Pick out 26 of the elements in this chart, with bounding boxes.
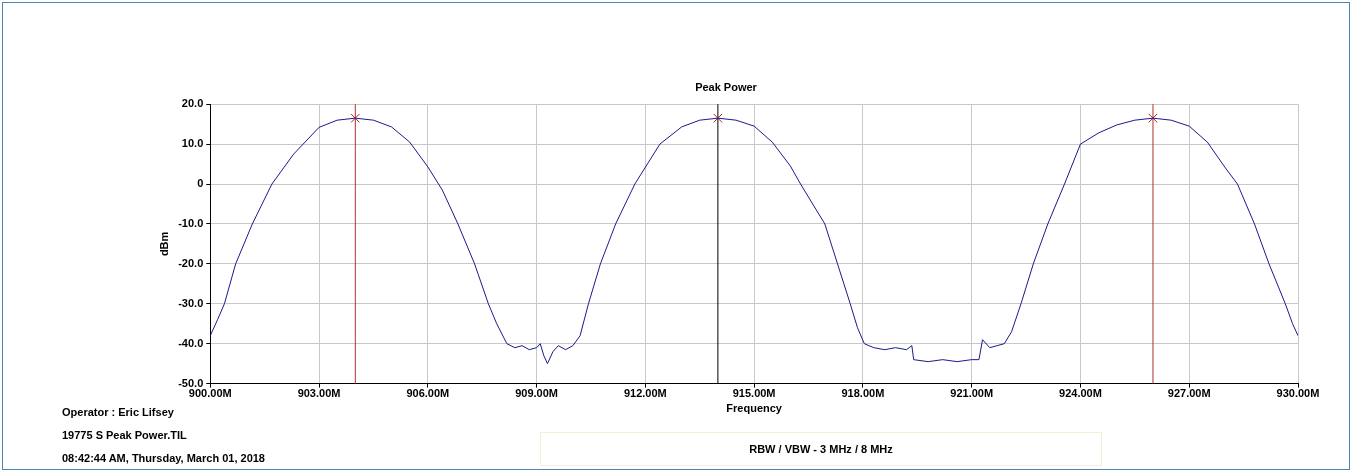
y-tick-label: -10.0 [178, 216, 204, 229]
y-tick-label: 0 [197, 177, 204, 190]
y-tick-label: 20.0 [181, 97, 204, 110]
y-tick-label: -30.0 [178, 296, 204, 309]
x-tick-label: 918.00M [841, 387, 885, 400]
x-tick-label: 903.00M [297, 387, 341, 400]
x-tick-label: 915.00M [732, 387, 776, 400]
text: 19775 S Peak Power.TIL [62, 429, 187, 441]
y-axis-title: dBm [157, 231, 170, 257]
x-tick-label: 900.00M [188, 387, 232, 400]
x-tick-label: 927.00M [1167, 387, 1211, 400]
y-tick-label: -40.0 [178, 336, 204, 349]
x-tick-label: 906.00M [406, 387, 450, 400]
y-tick-label: 10.0 [181, 137, 204, 150]
text: Operator : Eric Lifsey [62, 406, 174, 418]
x-tick-label: 930.00M [1276, 387, 1320, 400]
x-tick-label: 909.00M [515, 387, 558, 400]
chart-title: Peak Power [695, 80, 758, 93]
x-axis-title: Frequency [726, 402, 783, 415]
x-tick-label: 921.00M [950, 387, 994, 400]
text: 08:42:44 AM, Thursday, March 01, 2018 [62, 452, 265, 464]
y-tick-label: -50.0 [178, 376, 204, 389]
x-tick-label: 912.00M [623, 387, 667, 400]
x-tick-label: 924.00M [1059, 387, 1102, 400]
y-tick-label: -20.0 [178, 256, 204, 269]
text: RBW / VBW - 3 MHz / 8 MHz [540, 432, 1102, 466]
